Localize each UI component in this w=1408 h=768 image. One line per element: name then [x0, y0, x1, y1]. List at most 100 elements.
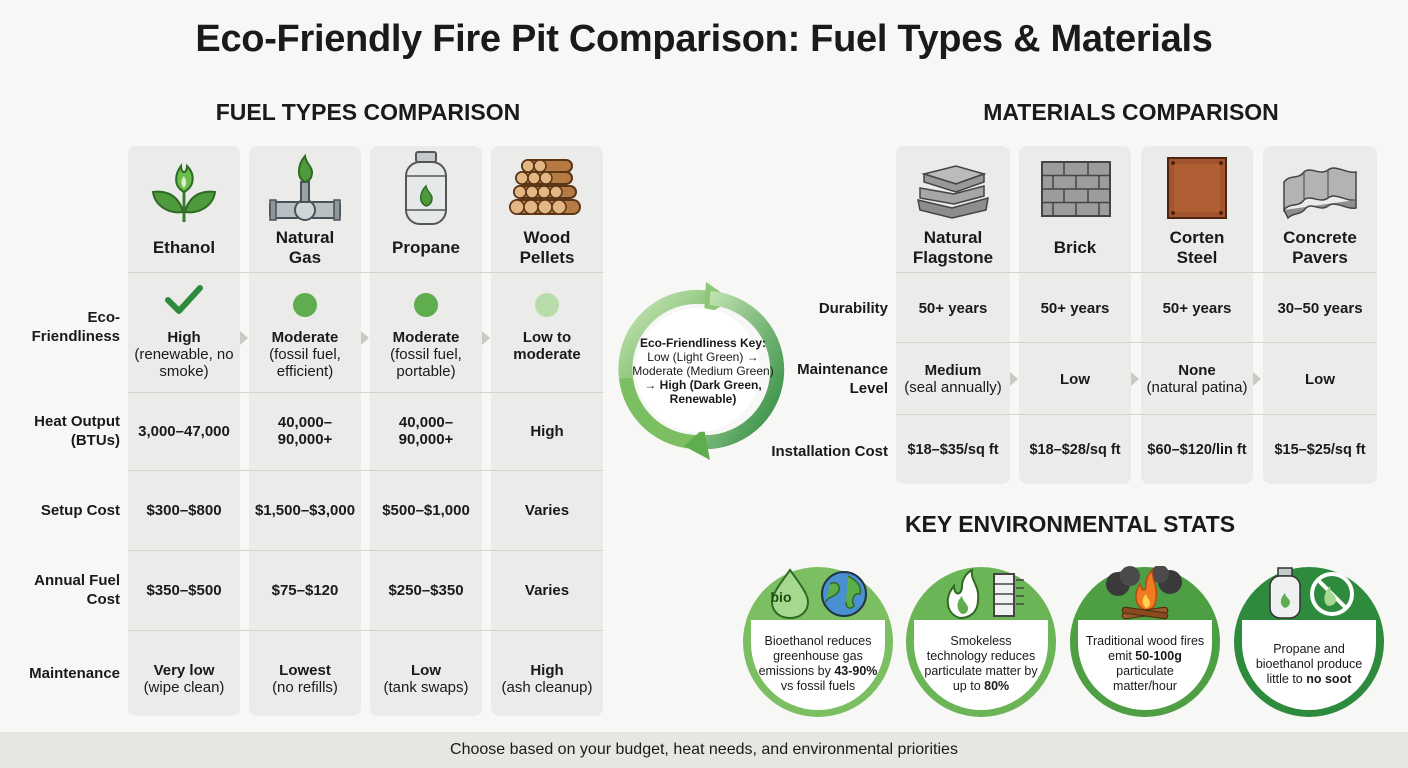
cost-value: $15–$25/sq ft	[1274, 441, 1366, 458]
concrete-pavers-icon	[1280, 162, 1360, 220]
cost-value: $18–$35/sq ft	[907, 441, 999, 458]
row-label-setup-cost: Setup Cost	[40, 501, 120, 519]
material-maintenance-value: Low	[1305, 370, 1335, 388]
eco-key: Eco-Friendliness Key: Low (Light Green) …	[630, 326, 776, 416]
row-label-installation-cost: Installation Cost	[771, 442, 888, 460]
durability-value: 30–50 years	[1277, 299, 1363, 317]
stat-text-bold: 80%	[984, 679, 1010, 693]
heat-cell-ethanol: 3,000–47,000	[128, 412, 240, 450]
heat-value: High	[530, 422, 564, 440]
material-maintenance-note: (seal annually)	[904, 379, 1002, 396]
annual-cell-ethanol: $350–$500	[128, 580, 240, 600]
setup-value: $300–$800	[146, 501, 222, 519]
eco-key-line1: Low (Light Green) →	[647, 350, 759, 364]
stat-text-wood-fires: Traditional wood fires emit 50-100g part…	[1085, 630, 1205, 698]
cost-cell-brick: $18–$28/sq ft	[1019, 440, 1131, 460]
material-maintenance-value: Medium	[924, 362, 982, 379]
gas-pipe-icon	[268, 152, 342, 226]
bio-label: bio	[770, 588, 792, 605]
material-maintenance-corten: None (natural patina)	[1141, 360, 1253, 398]
flagstone-icon	[912, 160, 994, 220]
heat-value: 3,000–47,000	[138, 422, 230, 440]
maintenance-note: (wipe clean)	[143, 679, 225, 696]
stat-text-pre: Propane and bioethanol produce little to	[1255, 641, 1363, 686]
fuel-column-wood-pellets	[491, 146, 603, 716]
checkmark-icon	[164, 283, 204, 317]
stat-text-post: particulate matter/hour	[1113, 664, 1177, 693]
stat-text-smokeless: Smokeless technology reduces particulate…	[921, 630, 1041, 698]
durability-value: 50+ years	[1162, 299, 1232, 317]
stat-text-post: vs fossil fuels	[780, 679, 856, 693]
page-title: Eco-Friendly Fire Pit Comparison: Fuel T…	[195, 18, 1213, 60]
material-header-flagstone: Natural Flagstone	[912, 228, 994, 267]
stat-text-pre: Smokeless technology reduces particulate…	[924, 634, 1038, 693]
durability-cell-brick: 50+ years	[1019, 298, 1131, 318]
material-maintenance-brick: Low	[1019, 368, 1131, 390]
setup-cell-wood-pellets: Varies	[491, 500, 603, 520]
maintenance-note: (ash cleanup)	[501, 679, 593, 696]
material-maintenance-note: (natural patina)	[1146, 379, 1248, 396]
row-label-maintenance: Maintenance	[29, 664, 120, 682]
medium-green-dot-icon	[413, 292, 439, 318]
durability-cell-pavers: 30–50 years	[1263, 298, 1377, 318]
row-divider	[896, 342, 1377, 343]
row-label-maintenance-level: Maintenance Level	[797, 361, 888, 397]
row-label-annual-fuel-cost: Annual Fuel Cost	[34, 572, 120, 608]
cost-cell-flagstone: $18–$35/sq ft	[896, 440, 1010, 460]
cost-value: $60–$120/lin ft	[1147, 441, 1247, 458]
chevron-right-icon	[361, 331, 369, 345]
setup-cell-ethanol: $300–$800	[128, 500, 240, 520]
propane-tank-icon	[394, 150, 458, 228]
durability-value: 50+ years	[1040, 299, 1110, 317]
bio-drop-globe-icon	[766, 568, 872, 620]
fuel-header-natural-gas: Natural Gas	[275, 228, 335, 267]
chevron-right-icon	[1010, 372, 1018, 386]
footer-note: Choose based on your budget, heat needs,…	[0, 732, 1408, 768]
fuel-section-title: FUEL TYPES COMPARISON	[215, 99, 521, 125]
row-divider	[128, 470, 603, 471]
fuel-column-natural-gas	[249, 146, 361, 716]
eco-cell-propane: Moderate (fossil fuel, portable)	[375, 327, 477, 381]
fuel-header-propane: Propane	[391, 238, 461, 257]
brick-icon	[1040, 160, 1112, 218]
row-label-eco-friendliness: Eco-Friendliness	[31, 309, 120, 345]
smokeless-filter-icon	[936, 568, 1026, 620]
stat-text-bold: no soot	[1306, 671, 1352, 686]
cost-cell-pavers: $15–$25/sq ft	[1263, 440, 1377, 460]
eco-cell-ethanol: High (renewable, no smoke)	[133, 327, 235, 381]
material-column-pavers	[1263, 146, 1377, 484]
cost-cell-corten: $60–$120/lin ft	[1139, 440, 1255, 460]
setup-cell-natural-gas: $1,500–$3,000	[249, 500, 361, 520]
heat-cell-natural-gas: 40,000–90,000+	[274, 412, 336, 450]
maintenance-value: Low	[411, 662, 441, 679]
light-green-dot-icon	[534, 292, 560, 318]
stat-text-bioethanol: Bioethanol reduces greenhouse gas emissi…	[758, 630, 878, 698]
maintenance-cell-wood-pellets: High (ash cleanup)	[491, 660, 603, 698]
stat-text-bold: 50-100g	[1135, 649, 1182, 663]
material-header-brick: Brick	[1053, 238, 1097, 257]
eco-cell-natural-gas: Moderate (fossil fuel, efficient)	[254, 327, 356, 381]
eco-key-cycle-icon	[610, 268, 786, 468]
heat-cell-propane: 40,000–90,000+	[395, 412, 457, 450]
annual-value: $350–$500	[146, 581, 222, 599]
campfire-smoke-icon	[1100, 566, 1190, 620]
annual-value: Varies	[524, 581, 570, 599]
maintenance-value: Lowest	[279, 662, 331, 679]
medium-green-dot-icon	[292, 292, 318, 318]
stat-text-pre: Traditional wood fires emit	[1085, 634, 1205, 663]
eco-note: (renewable, no smoke)	[134, 345, 234, 380]
setup-value: $1,500–$3,000	[254, 501, 356, 519]
cost-value: $18–$28/sq ft	[1029, 441, 1121, 458]
durability-value: 50+ years	[918, 299, 988, 317]
fuel-header-ethanol: Ethanol	[152, 238, 216, 257]
eco-key-line3: → High (Dark Green, Renewable)	[644, 378, 762, 406]
setup-cell-propane: $500–$1,000	[370, 500, 482, 520]
annual-cell-natural-gas: $75–$120	[249, 580, 361, 600]
heat-value: 40,000–90,000+	[277, 414, 333, 448]
row-label-heat-output: Heat Output (BTUs)	[34, 413, 120, 449]
tank-no-soot-icon	[1266, 566, 1356, 620]
maintenance-value: High	[530, 662, 564, 679]
fuel-header-wood-pellets: Wood Pellets	[519, 228, 575, 267]
stat-text-pre: Bioethanol reduces greenhouse gas emissi…	[758, 634, 872, 678]
durability-cell-corten: 50+ years	[1141, 298, 1253, 318]
